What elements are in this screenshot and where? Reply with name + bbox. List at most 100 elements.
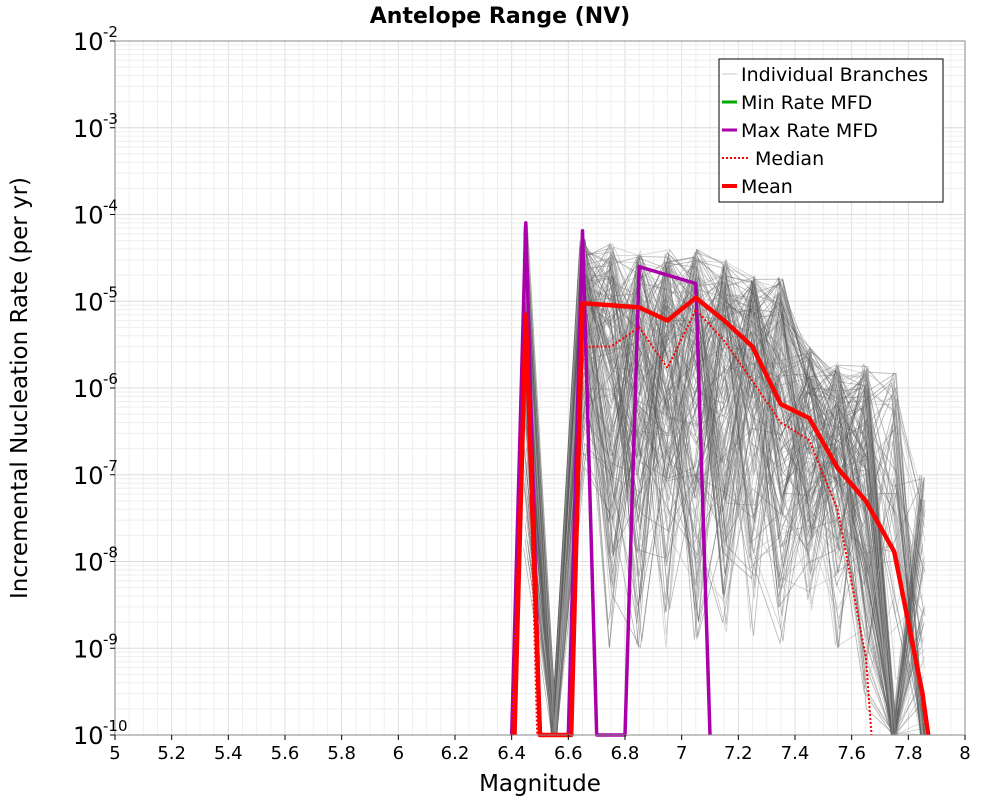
branch-line [526,250,924,736]
branch-line [527,289,925,736]
branch-line [525,256,924,736]
branch-line [526,226,925,736]
y-tick-exponent: -2 [103,23,118,41]
branch-line [526,248,924,736]
branch-line [527,244,926,736]
branch-line [525,233,923,736]
legend-box [718,58,944,203]
branch-line [526,277,924,736]
branch-line [528,254,926,736]
x-tick-label: 6.2 [441,743,470,764]
branch-line [528,257,926,736]
x-axis-label: Magnitude [479,771,601,797]
branch-line [524,256,922,736]
y-tick-exponent: -3 [103,110,118,128]
x-axis-ticks: 5 5.2 5.4 5.6 5.8 6 6.2 6.4 6.6 6.8 7 7.2 7.4 7.6 7.8 8 [109,735,971,764]
branch-line [523,256,921,736]
branch-line [524,238,922,736]
x-tick-label: 7.2 [724,743,753,764]
y-tick-label: 10 [73,28,104,56]
x-tick-label: 7.4 [781,743,810,764]
branch-line [526,240,924,736]
x-tick-label: 5.4 [214,743,243,764]
branch-line [525,259,923,736]
branch-line [526,254,924,736]
x-tick-label: 8 [959,743,970,764]
y-tick-label: 10 [73,462,104,490]
y-tick-exponent: -4 [103,197,118,215]
legend-label: Median [755,148,824,170]
branch-line [527,248,925,736]
branch-line [526,261,924,736]
branch-line [526,282,924,736]
x-tick-label: 6.4 [497,743,526,764]
y-tick-exponent: -10 [103,717,128,735]
y-tick-exponent: -9 [103,630,118,648]
branch-line [527,279,925,736]
branch-line [525,270,923,736]
branch-line [526,254,924,736]
legend: Individual Branches Min Rate MFD Max Rate … [718,58,944,203]
branch-line [523,288,921,736]
branch-line [526,242,925,736]
branch-line [527,250,925,736]
branch-line [527,305,925,736]
branch-line [526,239,924,736]
legend-label: Mean [741,176,793,198]
branch-line [527,265,925,736]
branch-line [526,263,924,736]
branch-line [522,240,921,736]
branch-line [523,305,921,736]
y-tick-exponent: -5 [103,283,118,301]
branch-line [523,256,922,736]
branch-line [524,255,922,736]
branch-line [524,241,922,736]
x-tick-label: 7 [676,743,687,764]
branch-line [523,247,922,736]
branch-line [523,246,921,736]
x-tick-label: 6.8 [611,743,640,764]
branch-line [527,280,925,736]
branch-line [523,257,921,736]
branch-line [524,250,922,736]
y-tick-exponent: -8 [103,544,118,562]
chart-title: Antelope Range (NV) [370,4,630,29]
branch-line [523,245,922,736]
x-tick-label: 7.8 [894,743,923,764]
x-tick-label: 6.6 [554,743,583,764]
branch-line [523,258,921,736]
x-tick-label: 5.2 [157,743,186,764]
branch-line [527,248,926,737]
branch-line [527,275,926,736]
branch-line [523,271,922,736]
y-tick-label: 10 [73,635,104,663]
branch-line [525,326,923,736]
branch-line [525,278,923,736]
y-tick-exponent: -7 [103,457,118,475]
branch-line [527,283,925,736]
x-tick-label: 6 [393,743,404,764]
individual-branches [522,224,926,737]
legend-label: Max Rate MFD [741,120,878,142]
x-tick-label: 5 [109,743,120,764]
branch-line [526,241,924,736]
y-tick-label: 10 [73,202,104,230]
branch-line [525,231,924,736]
branch-line [527,224,925,736]
branch-line [525,260,923,736]
legend-label: Individual Branches [741,64,928,86]
y-tick-label: 10 [73,375,104,403]
branch-line [526,250,925,736]
branch-line [524,236,922,736]
y-tick-label: 10 [73,722,104,750]
x-tick-label: 7.6 [837,743,866,764]
branch-line [527,264,926,736]
branch-line [523,280,922,736]
branch-line [524,251,922,736]
y-tick-label: 10 [73,549,104,577]
legend-label: Min Rate MFD [741,92,872,114]
branch-line [524,228,922,736]
